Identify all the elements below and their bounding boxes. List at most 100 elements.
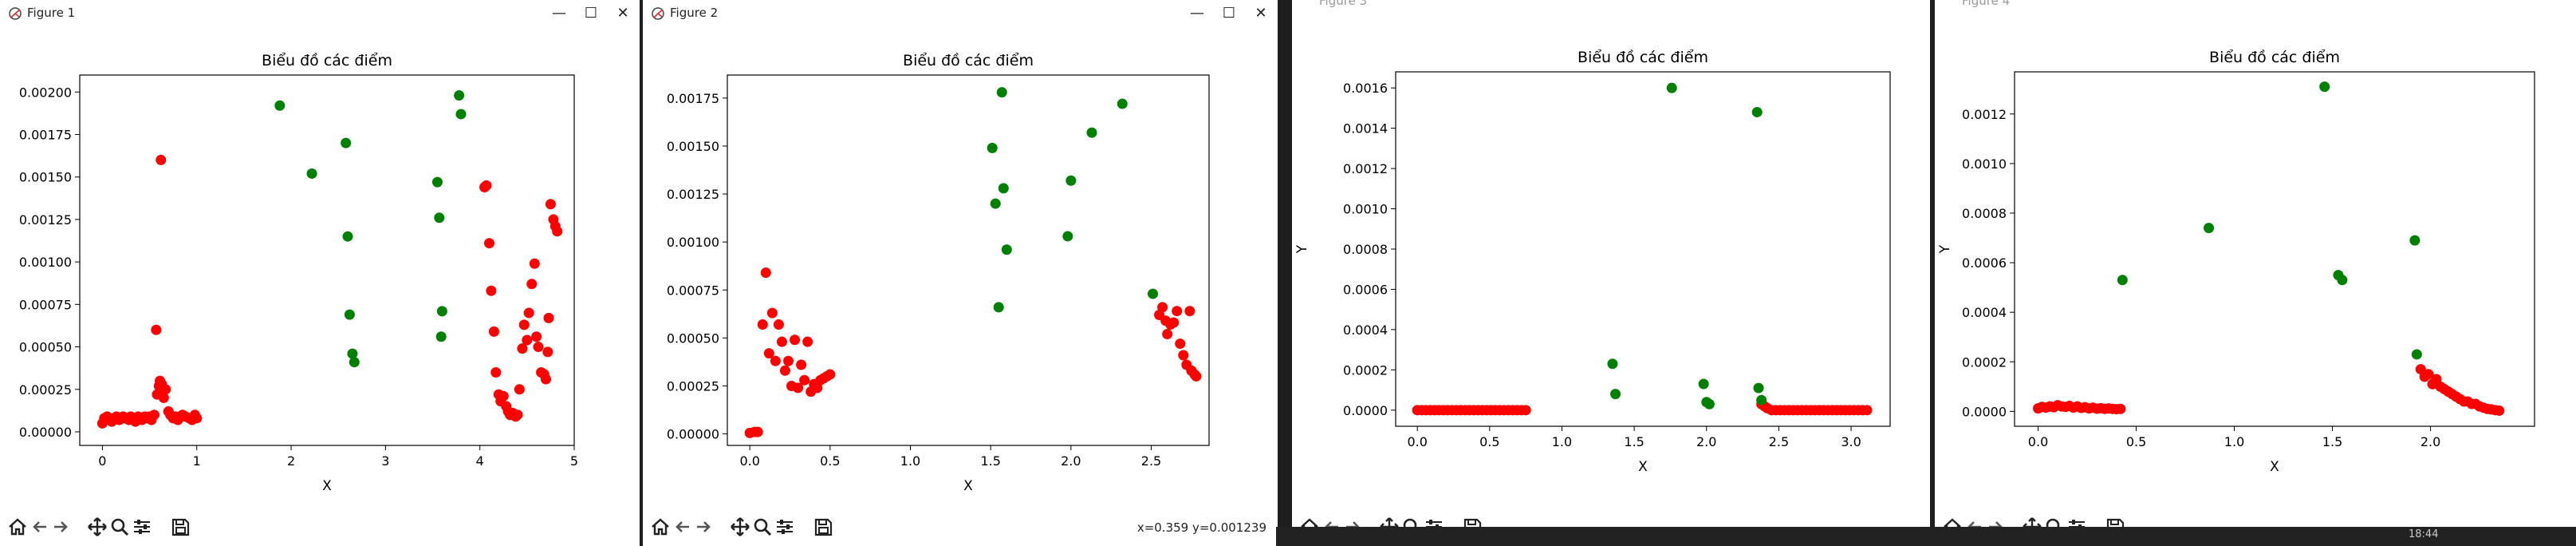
y-tick-label: 0.00075 <box>19 297 72 312</box>
red-point <box>1168 317 1180 328</box>
red-point <box>1162 329 1173 340</box>
close-button[interactable]: ✕ <box>616 5 629 22</box>
y-tick-label: 0.0010 <box>1962 156 2007 172</box>
red-point <box>490 366 502 378</box>
zoom-icon[interactable] <box>751 516 774 538</box>
y-tick-label: 0.0004 <box>1962 305 2007 320</box>
red-point <box>542 346 553 358</box>
title-bar[interactable]: Figure 1 — ☐ ✕ <box>0 0 640 29</box>
x-tick-label: 1 <box>193 453 201 469</box>
coordinate-readout: x=0.359 y=0.001239 <box>1136 520 1266 535</box>
x-axis-label: X <box>963 478 973 494</box>
red-point <box>517 343 528 354</box>
x-tick-label: 2.0 <box>1696 434 1716 449</box>
window-title: Figure 2 <box>670 6 719 20</box>
red-point <box>552 226 563 237</box>
y-tick-label: 0.00000 <box>667 427 719 442</box>
y-tick-label: 0.0006 <box>1343 282 1388 297</box>
x-tick-label: 0.0 <box>2028 434 2048 449</box>
x-tick-label: 0.5 <box>2126 434 2146 449</box>
maximize-button[interactable]: ☐ <box>584 5 598 22</box>
green-point <box>434 212 445 224</box>
title-bar[interactable]: Figure 4 <box>1935 0 2576 11</box>
zoom-icon[interactable] <box>108 516 131 538</box>
green-point <box>306 168 317 179</box>
y-tick-label: 0.00100 <box>667 235 719 250</box>
red-point <box>766 307 778 318</box>
navigation-toolbar <box>0 508 640 546</box>
y-tick-label: 0.0002 <box>1962 354 2007 370</box>
plot-canvas[interactable]: Biểu đồ các điểm 0.0 0.5 1.0 1.5 2.0 0.0000 0.0… <box>1935 11 2576 508</box>
green-point <box>996 87 1007 98</box>
window-title: Figure 1 <box>27 6 76 20</box>
green-point <box>1751 106 1763 117</box>
home-icon[interactable] <box>6 516 29 538</box>
red-point <box>488 326 499 337</box>
red-point <box>773 319 784 330</box>
close-button[interactable]: ✕ <box>1255 5 1267 22</box>
y-tick-label: 0.00025 <box>19 382 72 398</box>
configure-subplots-icon[interactable] <box>131 516 153 538</box>
title-bar[interactable]: Figure 2 — ☐ ✕ <box>643 0 1278 29</box>
green-point <box>1117 98 1128 109</box>
pan-icon[interactable] <box>729 516 751 538</box>
window-title: Figure 4 <box>1962 0 2011 8</box>
red-point <box>541 374 552 385</box>
forward-arrow-icon[interactable] <box>692 516 715 538</box>
red-point <box>779 365 790 376</box>
matplotlib-app-icon <box>652 7 664 20</box>
x-tick-label: 3 <box>381 453 389 469</box>
green-point <box>1065 175 1077 186</box>
green-point <box>342 231 353 242</box>
red-point <box>1175 338 1186 350</box>
forward-arrow-icon[interactable] <box>49 516 72 538</box>
pan-icon[interactable] <box>86 516 108 538</box>
green-point <box>1086 127 1097 138</box>
x-axis-label: X <box>2270 459 2279 475</box>
y-tick-label: 0.0012 <box>1343 161 1388 176</box>
y-tick-label: 0.0000 <box>1343 403 1388 418</box>
minimize-button[interactable]: — <box>1190 5 1204 22</box>
plot-canvas[interactable]: Biểu đồ các điểm 0.0 0.5 1.0 1.5 2.0 2.5 3.0 0.0… <box>1292 11 1930 508</box>
plot-canvas[interactable]: Biểu đồ các điểm 0 1 2 3 4 5 0.00000 0.00025 0.00… <box>0 29 640 508</box>
x-tick-label: 2.5 <box>1769 434 1789 449</box>
x-tick-label: 0.0 <box>739 453 759 469</box>
red-point <box>545 199 556 210</box>
x-tick-label: 4 <box>476 453 484 469</box>
y-tick-label: 0.00125 <box>19 212 72 228</box>
configure-subplots-icon[interactable] <box>774 516 796 538</box>
plot-canvas[interactable]: Biểu đồ các điểm 0.0 0.5 1.0 1.5 2.0 2.5 0.0000… <box>643 29 1278 508</box>
y-tick-label: 0.0016 <box>1343 81 1388 96</box>
red-point <box>776 336 787 347</box>
red-point <box>484 238 495 249</box>
save-icon[interactable] <box>169 516 191 538</box>
green-point <box>1148 288 1159 299</box>
maximize-button[interactable]: ☐ <box>1222 5 1236 22</box>
red-point <box>1157 302 1168 313</box>
red-point <box>1178 350 1189 361</box>
red-point <box>523 307 534 318</box>
save-icon[interactable] <box>812 516 834 538</box>
window-title: Figure 3 <box>1319 0 1368 8</box>
y-tick-label: 0.0010 <box>1343 202 1388 217</box>
y-axis-label: Y <box>1937 244 1953 254</box>
y-tick-label: 0.0000 <box>1962 404 2007 419</box>
red-point <box>160 384 171 395</box>
navigation-toolbar: x=0.359 y=0.001239 <box>643 508 1278 546</box>
red-point <box>802 336 813 347</box>
red-point <box>763 348 774 359</box>
figure-4-window: Figure 4 Biểu đồ các điểm 0.0 0.5 1.0 1.5 2.0… <box>1935 0 2576 546</box>
back-arrow-icon[interactable] <box>29 516 51 538</box>
y-tick-label: 0.00175 <box>667 91 719 106</box>
chart-title: Biểu đồ các điểm <box>262 52 392 69</box>
green-point <box>2204 223 2215 234</box>
red-point <box>512 410 523 421</box>
red-point <box>783 355 794 366</box>
green-point <box>1756 394 1767 406</box>
home-icon[interactable] <box>649 516 672 538</box>
back-arrow-icon[interactable] <box>672 516 694 538</box>
title-bar[interactable]: Figure 3 <box>1292 0 1930 11</box>
x-axis-label: X <box>322 478 332 494</box>
minimize-button[interactable]: — <box>552 5 566 22</box>
x-tick-label: 0.0 <box>1407 434 1427 449</box>
